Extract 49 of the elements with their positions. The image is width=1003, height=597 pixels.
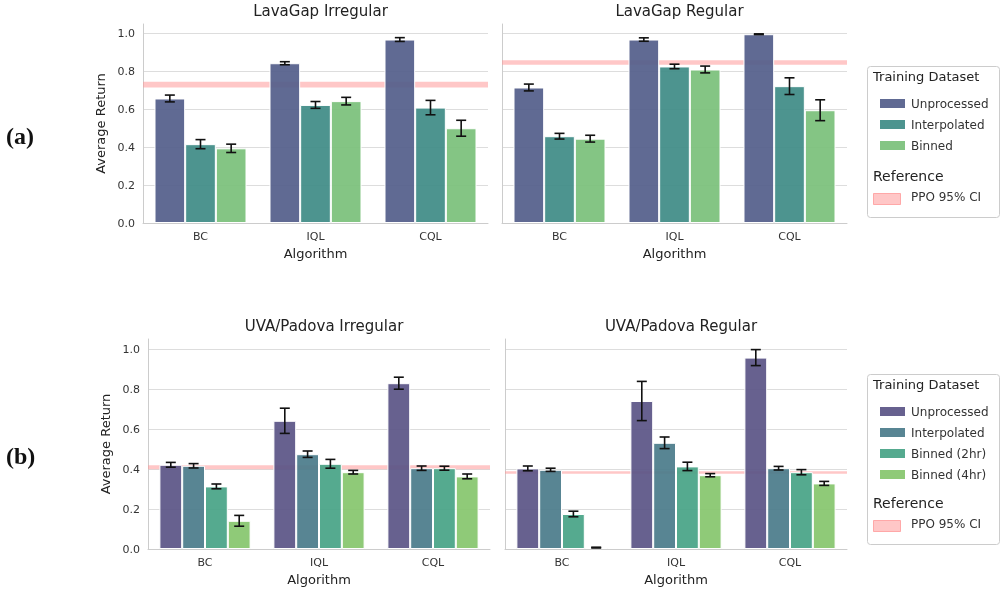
y-axis-title: Average Return <box>97 393 113 495</box>
x-tick-label: CQL <box>419 230 443 243</box>
x-tick-label: BC <box>197 556 213 569</box>
y-tick-label: 0.2 <box>122 502 140 516</box>
chart-title: LavaGap Regular <box>615 1 745 20</box>
legend-label: Binned (4hr) <box>911 467 987 482</box>
x-tick-label: IQL <box>666 556 686 569</box>
legend-label: Binned (2hr) <box>911 446 987 461</box>
y-tick-label: 0.6 <box>117 102 135 116</box>
legend-label: PPO 95% CI <box>911 517 982 531</box>
x-tick-label: CQL <box>421 556 446 569</box>
y-tick-label: 0.8 <box>122 382 140 396</box>
y-tick-label: 0.2 <box>117 178 135 192</box>
text: Reference <box>873 168 944 184</box>
x-tick-label: IQL <box>665 230 685 243</box>
y-tick-label: 0.8 <box>117 64 135 78</box>
y-tick-label: 1.0 <box>117 26 135 40</box>
chart-title: UVA/Padova Irregular <box>244 316 405 335</box>
legend-title: Training Dataset <box>872 69 980 84</box>
chart-title: LavaGap Irregular <box>253 1 389 20</box>
x-axis-title: Algorithm <box>642 245 707 261</box>
text: Reference <box>873 495 944 511</box>
y-tick-label: 0.4 <box>117 140 135 154</box>
legend-title: Training Dataset <box>872 377 980 392</box>
x-tick-label: CQL <box>778 556 803 569</box>
y-tick-label: 1.0 <box>122 342 140 356</box>
y-tick-label: 0.0 <box>122 542 140 556</box>
x-tick-label: BC <box>551 230 568 243</box>
legend-label: Interpolated <box>911 425 985 440</box>
legend-label: PPO 95% CI <box>911 190 982 204</box>
y-tick-label: 0.4 <box>122 462 140 476</box>
y-tick-label: 0.0 <box>117 216 135 230</box>
legend-label: Unprocessed <box>911 96 989 111</box>
y-axis-title: Average Return <box>92 73 108 174</box>
chart-title: UVA/Padova Regular <box>604 316 758 335</box>
x-tick-label: CQL <box>778 230 802 243</box>
y-tick-label: 0.6 <box>122 422 140 436</box>
text: (a) <box>6 122 34 149</box>
legend-label: Unprocessed <box>911 404 989 419</box>
x-tick-label: IQL <box>309 556 329 569</box>
x-tick-label: IQL <box>306 230 326 243</box>
legend-label: Interpolated <box>911 117 985 132</box>
text: (b) <box>6 443 36 469</box>
x-tick-label: BC <box>192 230 209 243</box>
x-tick-label: BC <box>554 556 570 569</box>
legend-label: Binned <box>911 138 953 153</box>
x-axis-title: Algorithm <box>283 245 348 261</box>
x-axis-title: Algorithm <box>644 571 708 587</box>
x-axis-title: Algorithm <box>287 571 351 587</box>
